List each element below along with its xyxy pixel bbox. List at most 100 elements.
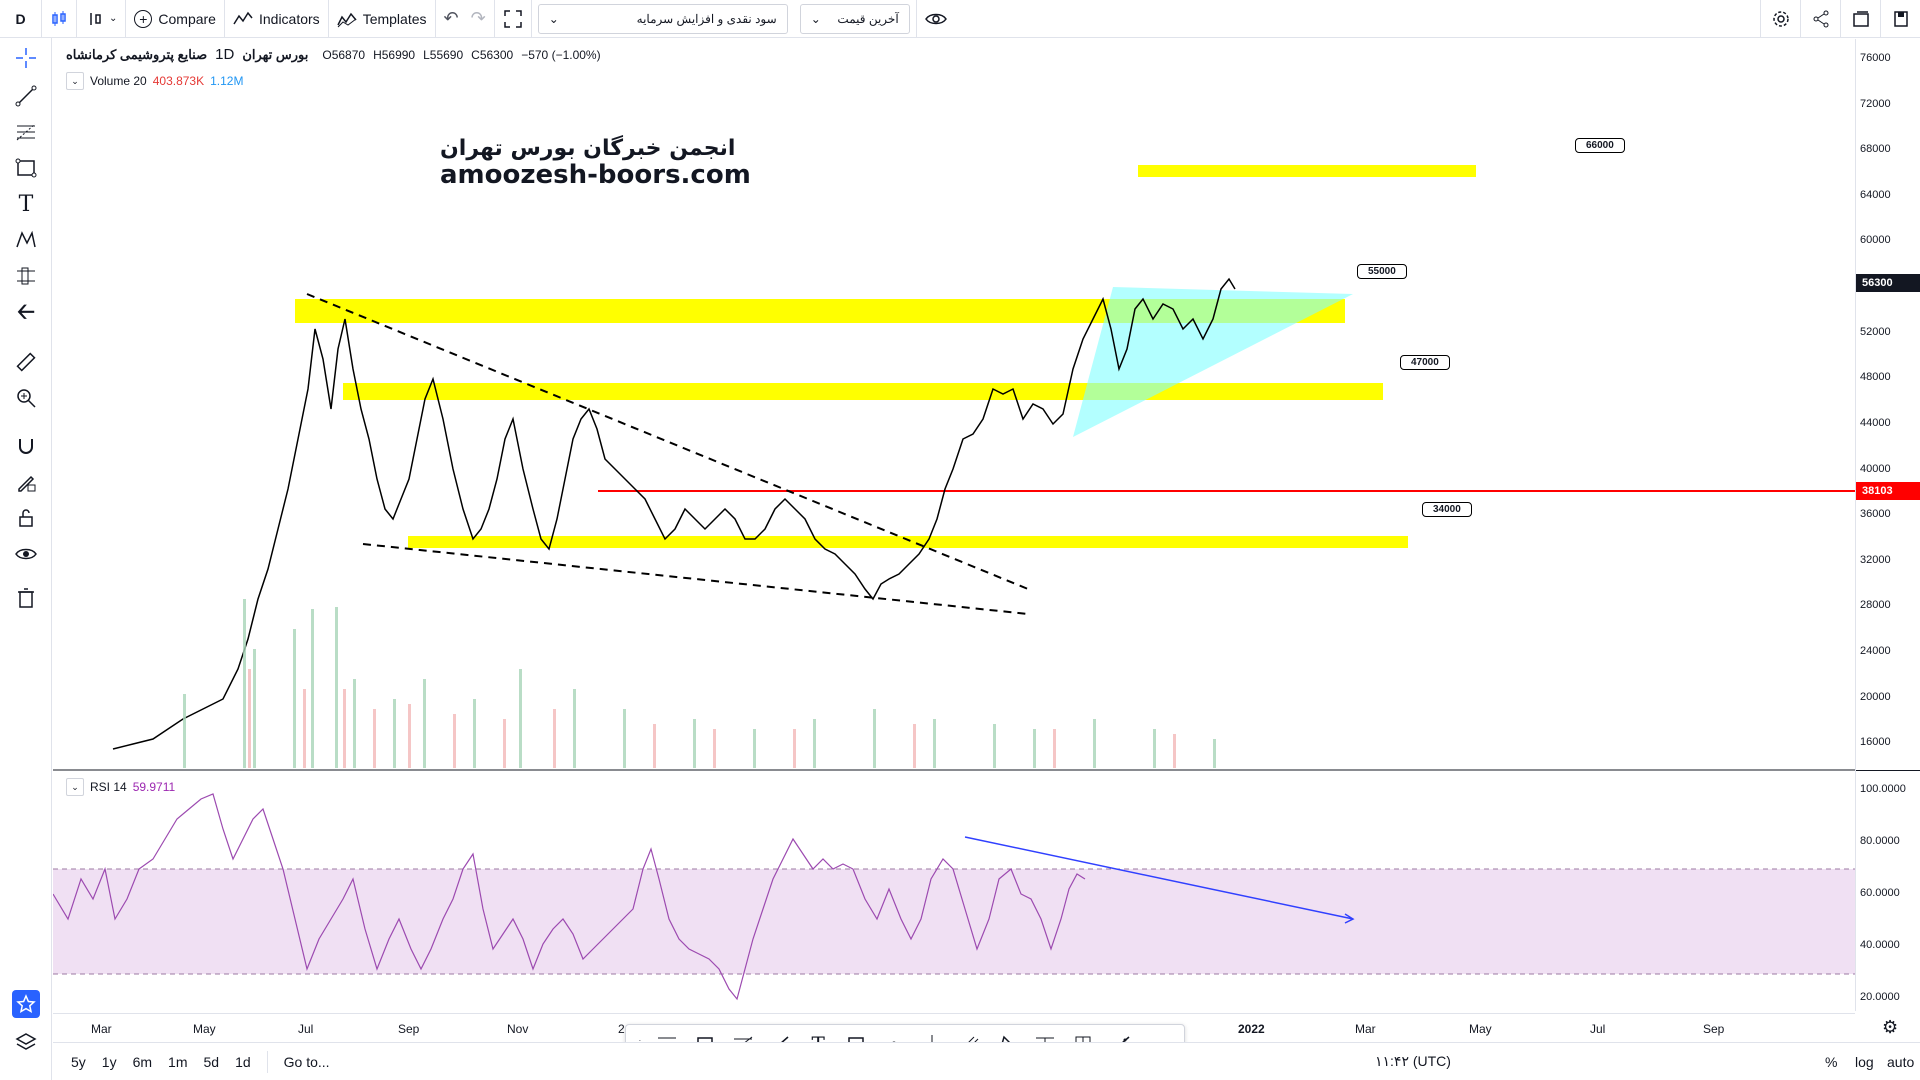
range-1m[interactable]: 1m — [168, 1053, 188, 1070]
top-toolbar: D ⌄ + Compare Indicators Templates ↶ ↷ ⌄… — [0, 0, 1920, 38]
layout-select[interactable]: ⌄ سود نقدی و افزایش سرمایه — [537, 3, 788, 34]
settings-button[interactable] — [1760, 0, 1800, 38]
legend-high: H56990 — [373, 47, 416, 62]
text-tool-icon[interactable]: T — [18, 191, 34, 217]
fullscreen-button[interactable] — [495, 0, 532, 38]
plus-circle-icon: + — [134, 9, 153, 28]
ruler-icon[interactable] — [12, 348, 40, 376]
templates-button[interactable]: Templates — [329, 0, 436, 38]
time-tick: 2022 — [1238, 1022, 1265, 1036]
range-6m[interactable]: 6m — [132, 1053, 153, 1070]
zoom-in-icon[interactable] — [12, 384, 40, 412]
main-chart[interactable] — [53, 39, 1855, 1011]
rsi-trendline-arrowhead — [1344, 913, 1355, 924]
lock-icon[interactable] — [12, 504, 40, 532]
trash-icon[interactable] — [12, 584, 40, 612]
goto-button[interactable]: Go to... — [283, 1053, 330, 1070]
undo-button[interactable]: ↶ ↷ — [436, 0, 495, 38]
compare-button[interactable]: + Compare — [126, 0, 225, 38]
bars-style-button[interactable]: ⌄ — [77, 0, 127, 38]
volume-value-2: 1.12M — [210, 74, 244, 88]
rsi-label: RSI 14 — [90, 780, 127, 794]
tag-55000[interactable]: 55000 — [1357, 264, 1407, 279]
trend-line-icon[interactable] — [12, 82, 40, 110]
tag-66000[interactable]: 66000 — [1575, 138, 1625, 153]
zone-66000 — [1138, 165, 1476, 177]
volume-bars — [183, 599, 1216, 768]
price-select[interactable]: ⌄ آخرین قیمت — [799, 3, 910, 34]
price-tick: 60000 — [1860, 234, 1891, 246]
share-button[interactable] — [1800, 0, 1840, 38]
pattern-icon[interactable] — [12, 226, 40, 254]
rsi-legend: ⌄ RSI 14 59.9711 — [66, 778, 175, 796]
time-axis[interactable]: Mar May Jul Sep Nov 2 2022 Mar May Jul S… — [53, 1013, 1855, 1041]
rectangle-icon[interactable] — [12, 154, 40, 182]
range-5y[interactable]: 5y — [71, 1053, 86, 1070]
range-5d[interactable]: 5d — [203, 1053, 220, 1070]
bookmark-icon — [1893, 11, 1908, 27]
time-tick: Mar — [1355, 1022, 1376, 1036]
interval-button[interactable]: D — [0, 0, 42, 38]
price-axis[interactable]: 76000 72000 68000 64000 60000 56000 5200… — [1855, 39, 1920, 1037]
log-toggle[interactable]: log — [1855, 1053, 1874, 1070]
price-series — [112, 277, 1236, 750]
symbol-name[interactable]: صنایع پتروشیمی کرمانشاه — [66, 46, 208, 62]
layout-icon — [1852, 11, 1869, 27]
tag-34000[interactable]: 34000 — [1422, 502, 1472, 517]
price-tick: 20000 — [1860, 691, 1891, 703]
price-tick: 32000 — [1860, 554, 1891, 566]
clock[interactable]: ۱۱:۴۲ (UTC) — [1375, 1053, 1451, 1069]
auto-toggle[interactable]: auto — [1887, 1053, 1915, 1070]
axis-settings-icon[interactable]: ⚙ — [1882, 1017, 1899, 1037]
visibility-button[interactable] — [915, 0, 955, 38]
volume-legend: ⌄ Volume 20 403.873K 1.12M — [66, 72, 243, 90]
time-tick: Nov — [507, 1022, 529, 1036]
time-tick: May — [193, 1022, 216, 1036]
time-tick: Jul — [298, 1022, 314, 1036]
range-1d[interactable]: 1d — [235, 1053, 251, 1070]
time-tick: 2 — [618, 1022, 625, 1036]
legend-change: −570 (−1.00%) — [521, 47, 601, 62]
trendline-upper — [306, 293, 1029, 590]
share-icon — [1813, 10, 1828, 28]
bottom-toolbar: 5y 1y 6m 1m 5d 1d Go to... ۱۱:۴۲ (UTC) %… — [53, 1042, 1920, 1080]
collapse-icon[interactable]: ⌄ — [66, 72, 84, 90]
watermark-site: amoozesh-boors.com — [440, 160, 751, 190]
volume-label: Volume 20 — [90, 74, 147, 88]
chart-type-button[interactable] — [42, 0, 77, 38]
rsi-tick: 100.0000 — [1860, 783, 1906, 795]
percent-toggle[interactable]: % — [1825, 1053, 1838, 1070]
tag-47000[interactable]: 47000 — [1400, 355, 1450, 370]
time-tick: Mar — [91, 1022, 112, 1036]
templates-label: Templates — [362, 10, 427, 27]
snapshot-button[interactable] — [1840, 0, 1880, 38]
price-tick: 72000 — [1860, 98, 1891, 110]
crosshair-icon[interactable] — [12, 44, 40, 72]
indicators-label: Indicators — [258, 10, 320, 27]
indicators-button[interactable]: Indicators — [225, 0, 329, 38]
price-tick: 48000 — [1860, 371, 1891, 383]
prediction-icon[interactable] — [12, 262, 40, 290]
lock-drawing-icon[interactable] — [12, 468, 40, 496]
save-button[interactable] — [1880, 0, 1920, 38]
price-tick: 16000 — [1860, 736, 1891, 748]
collapse-icon[interactable]: ⌄ — [66, 778, 84, 796]
price-tick: 24000 — [1860, 645, 1891, 657]
redo-icon[interactable]: ↷ — [470, 8, 486, 28]
trendline-lower — [362, 543, 1029, 615]
price-tick: 40000 — [1860, 463, 1891, 475]
zone-47000 — [343, 383, 1383, 400]
star-icon[interactable] — [12, 990, 40, 1018]
rsi-trendline — [964, 836, 1354, 920]
gear-icon — [1772, 11, 1789, 27]
range-1y[interactable]: 1y — [101, 1053, 117, 1070]
eye-icon[interactable] — [12, 540, 40, 568]
layers-icon[interactable] — [12, 1028, 40, 1056]
fib-retracement-icon[interactable] — [12, 118, 40, 146]
eye-icon — [924, 13, 947, 24]
rsi-line — [53, 793, 1086, 1001]
price-select-value: آخرین قیمت — [837, 11, 899, 26]
arrow-left-icon[interactable]: 🡠 — [17, 299, 35, 324]
magnet-icon[interactable] — [12, 432, 40, 460]
fullscreen-icon — [503, 9, 522, 28]
